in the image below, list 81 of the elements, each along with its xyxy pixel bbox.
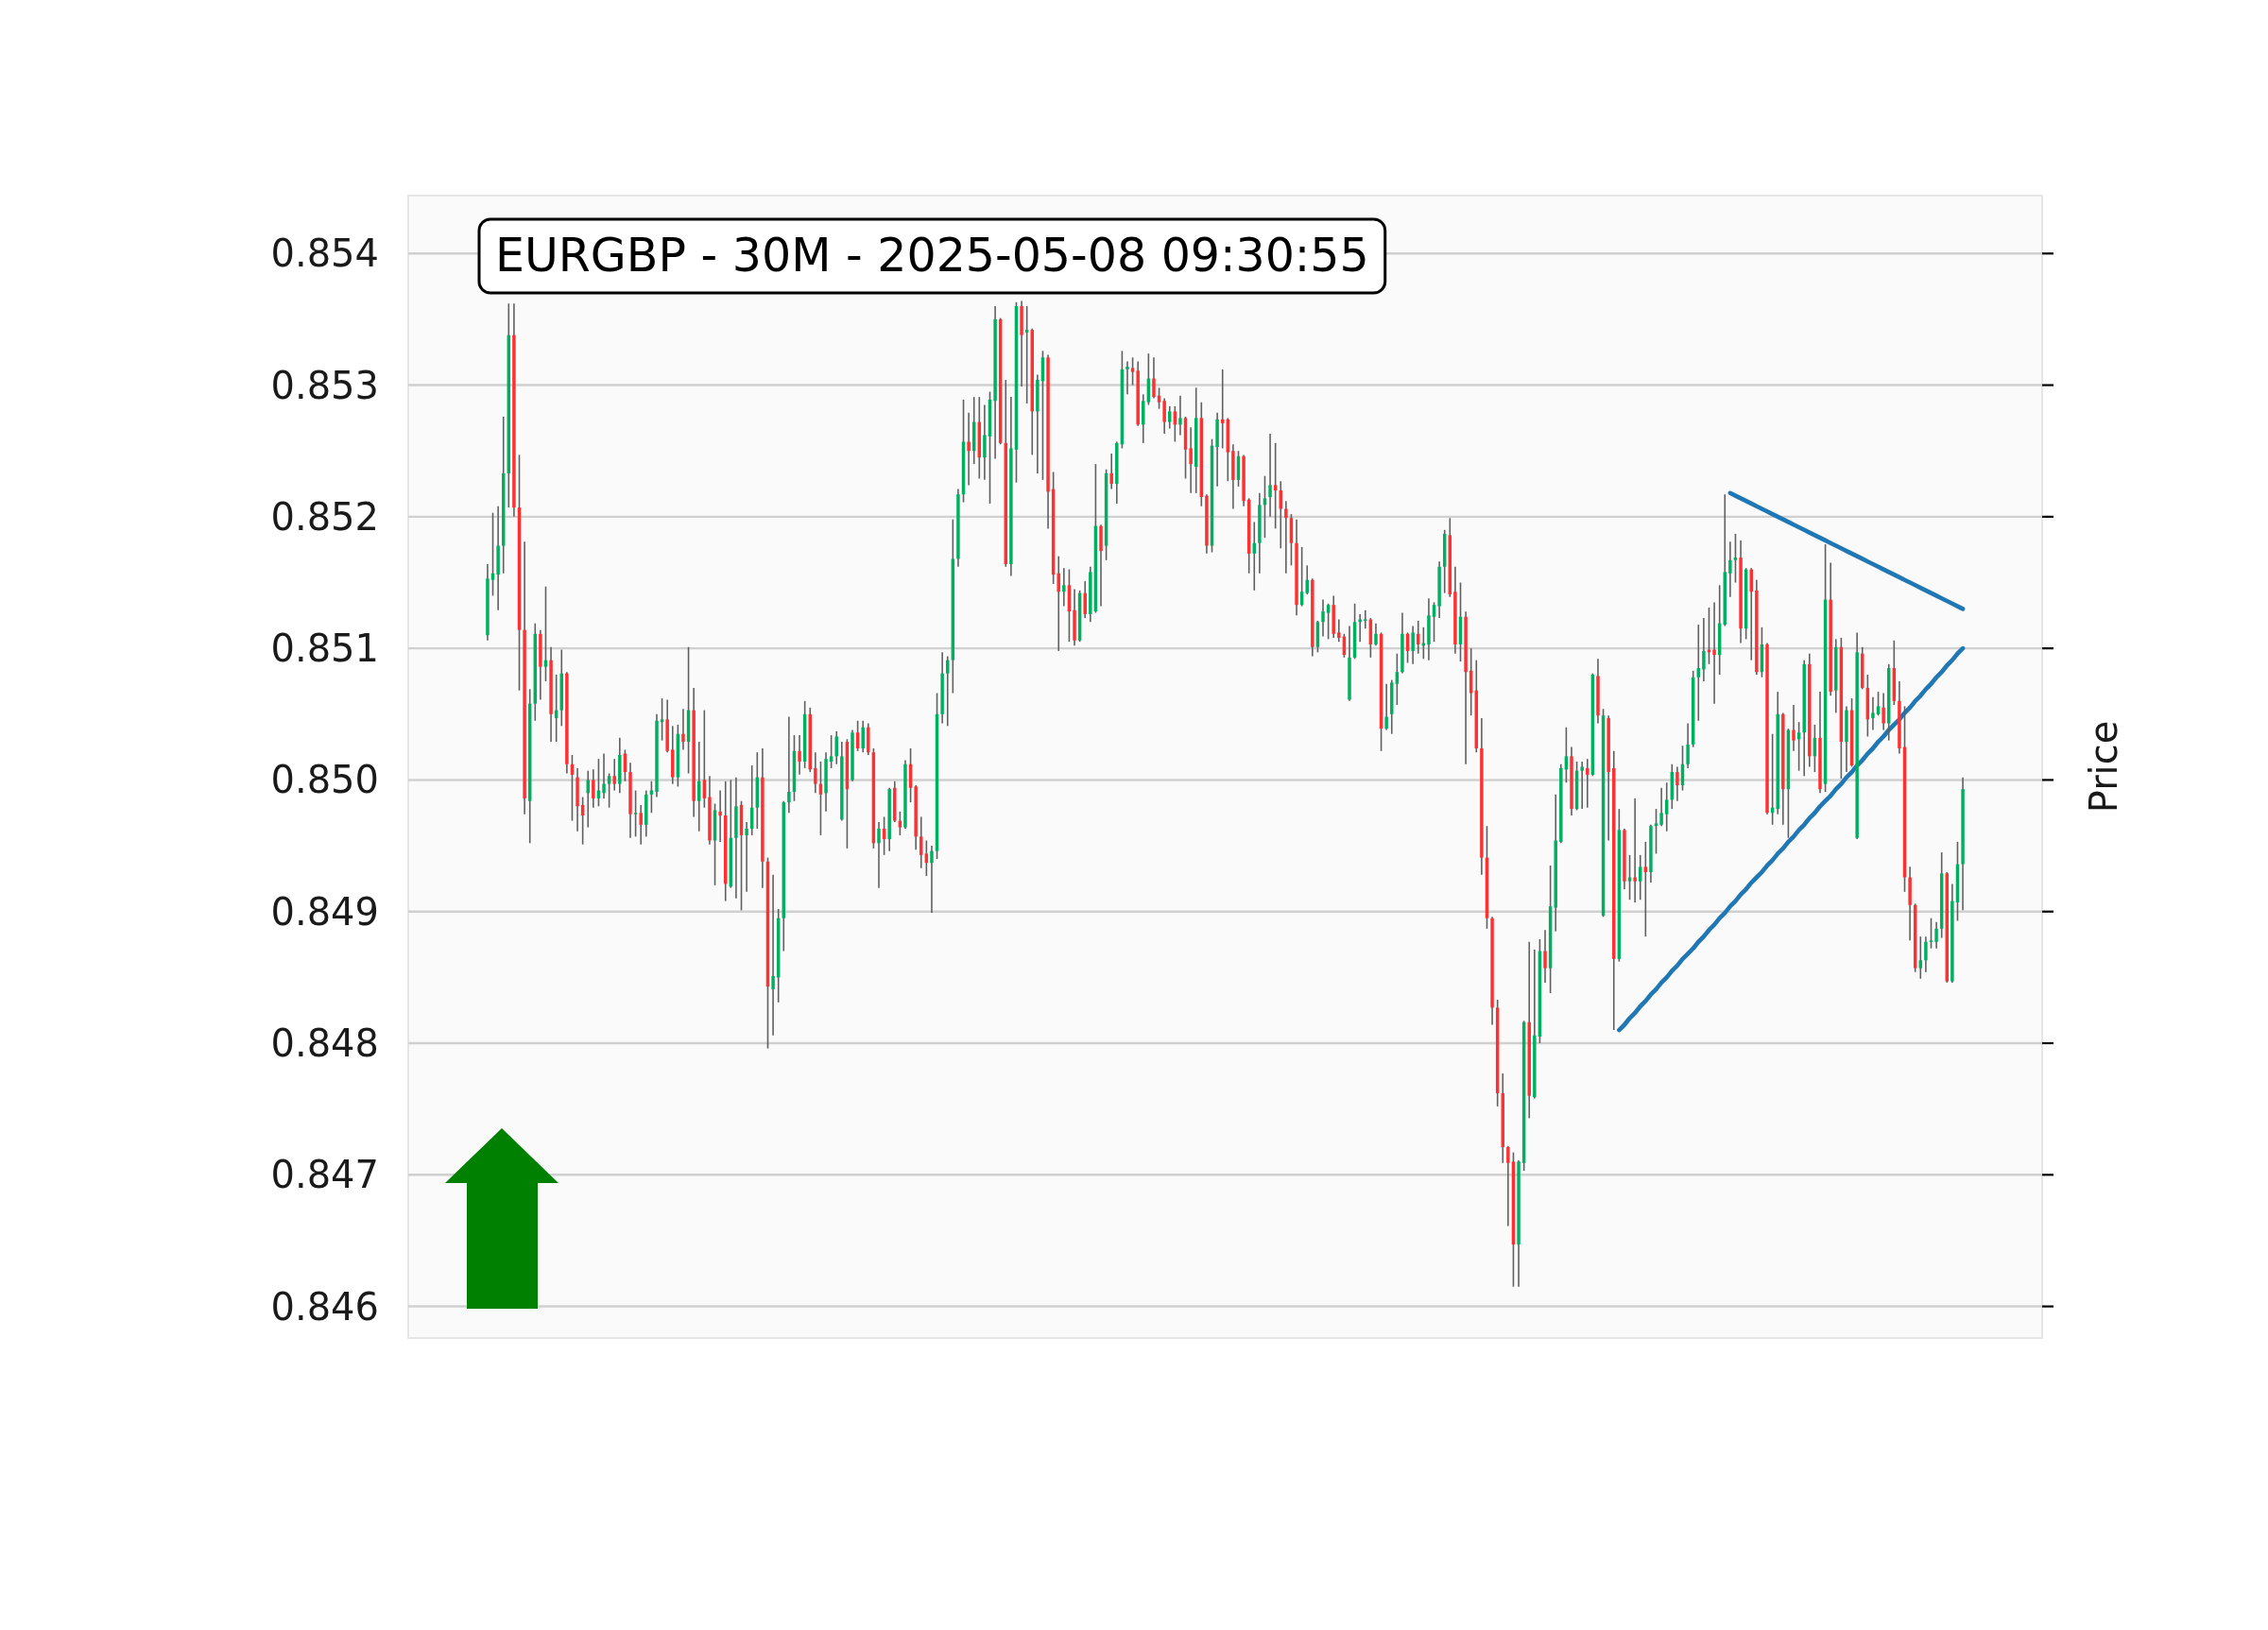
candlestick [592,768,595,809]
candlestick [1792,704,1796,752]
candlestick [1152,356,1156,400]
candlestick [1321,598,1325,638]
candlestick [612,758,616,792]
candlestick [1924,935,1928,973]
candlestick [1871,695,1875,731]
candlestick [1675,765,1679,802]
candlestick [967,412,971,487]
candlestick [1876,691,1881,716]
candlestick [1654,808,1658,855]
y-axis-title: Price [2082,720,2125,814]
y-tick-label: 0.854 [270,232,379,276]
candlestick [1702,617,1706,682]
candlestick [1268,433,1272,518]
candlestick [1273,442,1278,530]
candlestick [1395,652,1400,706]
candlestick [829,734,833,769]
candlestick [745,821,748,893]
candlestick [1326,602,1331,641]
candlestick [639,804,643,846]
candlestick [930,845,934,914]
candlestick [1062,567,1066,608]
candlestick [1918,935,1923,980]
candlestick [1934,921,1938,950]
y-tick-label: 0.851 [270,626,379,671]
text: EURGBP - 30M - 2025-05-08 09:30:55 [495,229,1369,283]
candlestick [983,403,987,481]
line-series [1727,490,1966,611]
candlestick [607,772,611,809]
candlestick [1178,394,1182,437]
candlestick [1639,854,1642,901]
candlestick [1189,426,1193,494]
candlestick [771,873,775,1037]
candlestick [1384,682,1388,731]
candlestick [1586,758,1589,809]
candlestick [1664,781,1669,832]
candlestick [1543,929,1547,984]
candlestick [861,719,865,753]
candlestick [1162,397,1166,435]
candlestick [1659,786,1663,827]
y-tick-label: 0.847 [270,1153,379,1197]
y-tick-label: 0.850 [270,758,379,802]
candlestick [1130,356,1135,386]
candlestick [681,708,685,751]
candlestick [877,821,881,889]
candlestick [1284,500,1288,575]
candlestick [1125,360,1129,396]
candlestick [1929,917,1933,950]
candlestick [1712,601,1716,705]
y-tick-label: 0.853 [270,363,379,407]
candlestick [718,789,722,843]
candlestick [1633,798,1637,903]
candlestick [1881,692,1885,731]
candlestick [1337,618,1341,643]
candlestick [798,734,801,776]
candlestick [814,751,817,795]
candlestick [1733,533,1738,584]
candlestick [660,697,664,742]
candlestick [1506,1144,1510,1227]
candlestick [1374,622,1378,647]
y-tick-label: 0.852 [270,494,379,539]
candlestick [633,789,638,838]
candlestick [602,752,606,799]
candlestick [787,715,791,815]
y-tick-label: 0.846 [270,1284,379,1329]
candlestick [1411,625,1415,665]
candlestick [834,730,838,765]
candlestick [1024,305,1029,404]
line-series [1617,645,1966,1033]
y-tick-label: 0.849 [270,889,379,934]
candlestick [1432,601,1436,643]
candlestick [1728,540,1732,598]
candlestick [1083,580,1087,619]
y-tick-label: 0.848 [270,1021,379,1065]
candlestick [1168,405,1172,430]
candlestick [1305,564,1309,595]
candlestick [1580,761,1584,810]
candlestick [1643,841,1648,937]
candlestick [1686,722,1690,769]
candlestick [1109,453,1113,490]
